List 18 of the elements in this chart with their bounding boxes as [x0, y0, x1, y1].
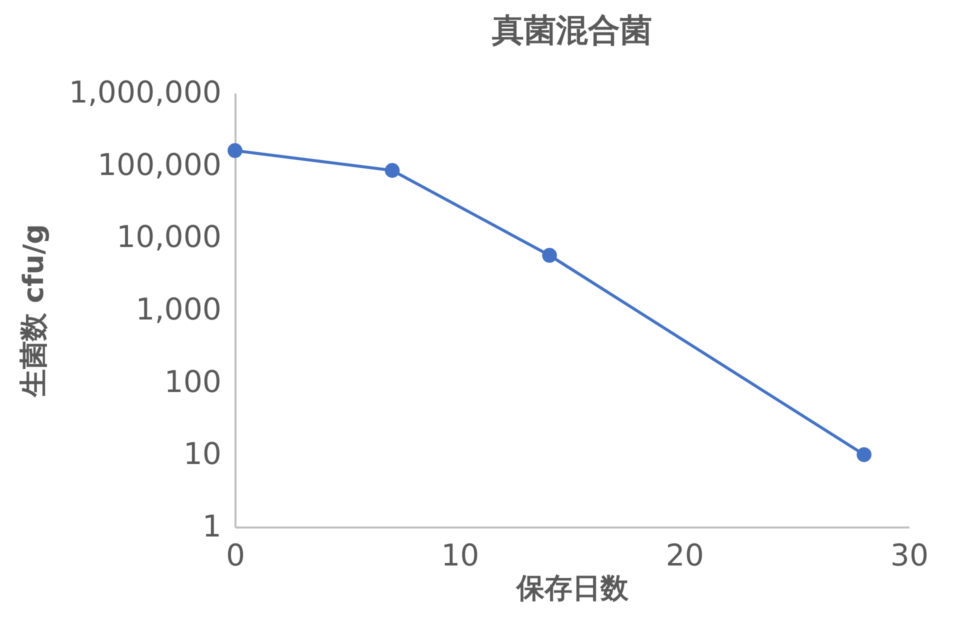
y-tick-label: 10 [183, 437, 222, 472]
y-tick-label: 100 [164, 364, 222, 400]
y-tick-label: 1 [202, 510, 222, 544]
point [542, 248, 557, 263]
x-tick-label: 30 [890, 538, 929, 574]
point [856, 447, 872, 462]
point [384, 163, 400, 178]
x-tick-label: 0 [226, 538, 246, 574]
y-tick-label: 1,000 [136, 292, 222, 328]
x-tick-label: 20 [666, 538, 704, 574]
point [228, 143, 242, 158]
y-tick-label: 100,000 [97, 148, 222, 183]
chart-title: 真菌混合菌 [491, 11, 652, 49]
x-axis-title: 保存日数 [516, 572, 630, 604]
y-axis-title: 生菌数 cfu/g [16, 224, 50, 398]
y-tick-label: 10,000 [116, 220, 222, 256]
x-tick-label: 10 [441, 538, 480, 574]
y-tick-label: 1,000,000 [68, 76, 222, 110]
